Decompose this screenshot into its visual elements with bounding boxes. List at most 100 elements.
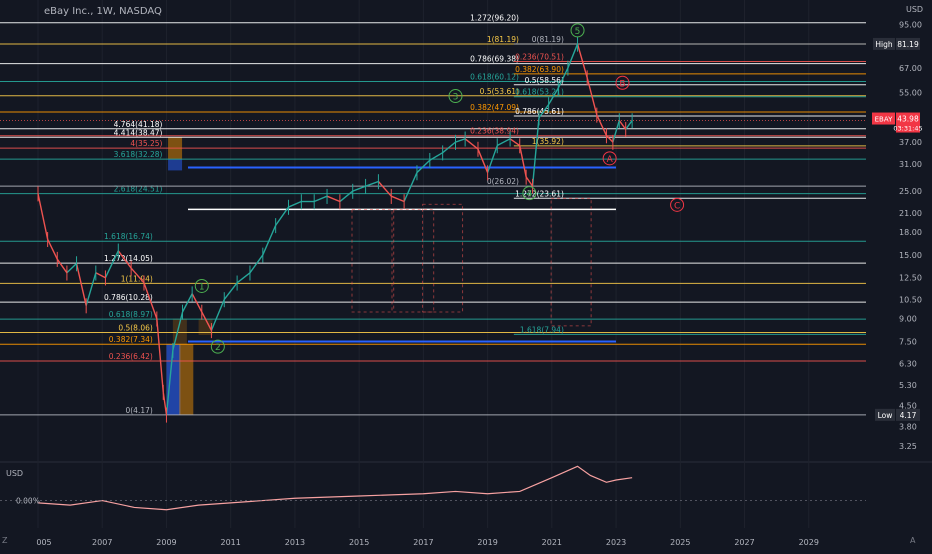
price-segment (625, 120, 633, 130)
price-segment (576, 43, 588, 78)
high-label: High (875, 40, 892, 49)
fib-set-4-level-label: 0(81.19) (532, 35, 564, 44)
wave-label: 5 (575, 27, 581, 37)
price-segment (156, 318, 164, 393)
price-segment (210, 299, 225, 331)
fib-set-1-level-label: 0.236(6.42) (109, 352, 153, 361)
wave-label: 1 (199, 282, 205, 292)
wave-label: A (607, 155, 614, 165)
fib-set-2-level-label: 4(35.25) (130, 139, 162, 148)
fib-set-2-level-label: 3.618(32.28) (114, 150, 163, 159)
volume-profile-block (198, 318, 213, 336)
wave-marker (670, 197, 685, 212)
price-segment (223, 282, 238, 300)
price-segment (612, 120, 620, 143)
symbol-title: eBay Inc., 1W, NASDAQ (44, 6, 162, 17)
fib-set-4-level-label: 0.5(58.56) (525, 76, 564, 85)
x-axis-tick: 005 (36, 538, 51, 547)
fib-set-3-level-label: 0.618(60.12) (470, 72, 519, 81)
fib-set-1-level-label: 0(4.17) (125, 406, 152, 415)
price-segment (403, 172, 418, 202)
high-value-bg (896, 37, 920, 50)
price-axis-tick: 15.00 (899, 251, 922, 260)
low-value: 4.17 (900, 411, 917, 420)
price-segment (85, 272, 97, 306)
last-price: 43.98 (897, 115, 919, 124)
x-axis-tick: 2023 (606, 538, 626, 547)
timezone-toggle[interactable]: Z (2, 536, 8, 545)
price-segment (531, 117, 540, 187)
price-segment (352, 185, 366, 192)
price-axis-tick: 31.00 (899, 160, 922, 169)
price-segment (429, 152, 444, 161)
fib-set-1-level-label: 0.382(7.34) (109, 335, 153, 344)
wave-marker (602, 151, 617, 166)
price-segment (47, 238, 58, 260)
price-segment (496, 138, 511, 147)
fib-set-3-level-label: 0.236(38.94) (470, 127, 519, 136)
volume-profile-block (179, 344, 194, 415)
x-axis-tick: 2019 (477, 538, 497, 547)
price-segment (288, 200, 302, 208)
price-segment (37, 193, 49, 240)
price-segment (365, 180, 379, 187)
wave-marker (570, 23, 585, 38)
fib-set-1-level-label: 1(11.94) (121, 274, 153, 283)
price-segment (596, 114, 608, 136)
price-segment (586, 77, 598, 116)
x-axis-tick: 2015 (349, 538, 369, 547)
price-axis-tick: 18.00 (899, 228, 922, 237)
fib-set-3-level-label: 1(81.19) (487, 35, 519, 44)
x-axis-tick: 2009 (156, 538, 176, 547)
price-segment (313, 195, 328, 203)
price-segment (519, 145, 527, 178)
price-segment (262, 225, 277, 256)
volume-profile-block (168, 159, 183, 171)
price-segment (130, 267, 145, 284)
fib-set-1-level-label: 0.5(8.06) (118, 324, 153, 333)
price-axis-tick: 25.00 (899, 187, 922, 196)
price-segment (75, 263, 87, 306)
x-axis-tick: 2011 (221, 538, 241, 547)
fib-set-4-level-label: 1.272(23.61) (515, 189, 564, 198)
price-segment (377, 181, 392, 197)
fib-set-4-level-label: 0.236(70.51) (515, 53, 564, 62)
price-segment (181, 293, 193, 313)
fib-set-1-level-label: 1.272(14.05) (104, 254, 153, 263)
x-axis-tick: 2029 (799, 538, 819, 547)
price-axis-bg (866, 0, 932, 462)
high-value: 81.19 (897, 40, 919, 49)
price-axis-tick: 4.50 (899, 401, 917, 410)
x-axis-tick: 2021 (542, 538, 562, 547)
wave-marker (615, 75, 630, 90)
price-axis-tick: 3.80 (899, 422, 917, 431)
price-segment (162, 392, 168, 415)
price-axis-tick: 5.30 (899, 381, 917, 390)
currency-label: USD (906, 5, 924, 14)
price-segment (117, 250, 132, 269)
price-segment (442, 141, 456, 154)
projection-box (422, 203, 464, 313)
price-segment (95, 272, 106, 279)
price-segment (165, 350, 174, 415)
projection-box (550, 197, 592, 327)
price-segment (618, 120, 627, 130)
price-axis-tick: 10.50 (899, 295, 922, 304)
low-label-bg (875, 408, 895, 421)
price-segment (172, 311, 184, 351)
low-value-bg (896, 408, 920, 421)
high-label-bg (873, 37, 895, 50)
price-segment (275, 206, 290, 226)
price-segment (104, 250, 119, 279)
x-axis-tick: 2027 (734, 538, 754, 547)
fib-set-3-level-label: 0.786(69.38) (470, 55, 519, 64)
auto-scale-toggle[interactable]: A (910, 536, 916, 545)
price-segment (249, 254, 264, 274)
price-segment (236, 272, 251, 284)
fib-set-3-level-label: 1.272(96.20) (470, 14, 519, 23)
price-axis-tick: 9.00 (899, 315, 917, 324)
x-axis-tick: 2017 (413, 538, 433, 547)
fib-set-2-level-label: 4.414(38.47) (114, 128, 163, 137)
